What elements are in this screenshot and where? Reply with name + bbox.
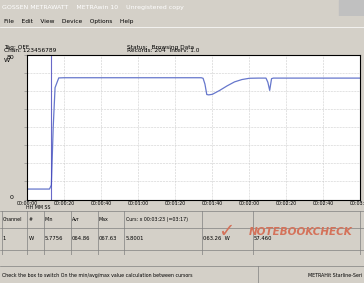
Text: Status:  Browsing Data: Status: Browsing Data (127, 45, 194, 50)
Text: 00:02:00: 00:02:00 (239, 201, 260, 206)
Text: Channel: Channel (3, 217, 23, 222)
Text: METRAHit Starline-Seri: METRAHit Starline-Seri (308, 273, 362, 278)
Text: 00:01:00: 00:01:00 (128, 201, 149, 206)
Text: 064.86: 064.86 (72, 236, 91, 241)
Text: ✓: ✓ (218, 222, 235, 241)
Text: HH MM SS: HH MM SS (25, 205, 50, 210)
Text: W: W (4, 58, 10, 63)
Text: Records: 204  Interv: 1.0: Records: 204 Interv: 1.0 (127, 48, 200, 53)
Text: 5.8001: 5.8001 (126, 236, 144, 241)
Text: #: # (28, 217, 32, 222)
Text: 00:00:20: 00:00:20 (54, 201, 75, 206)
Bar (339, 0, 364, 16)
Text: 1: 1 (3, 236, 6, 241)
Text: 00:01:20: 00:01:20 (165, 201, 186, 206)
Text: 067.63: 067.63 (99, 236, 117, 241)
Text: Avr: Avr (72, 217, 80, 222)
Text: 00:00:00: 00:00:00 (17, 201, 38, 206)
Text: 0: 0 (10, 194, 14, 200)
Text: Check the box to switch On the min/avg/max value calculation between cursors: Check the box to switch On the min/avg/m… (2, 273, 192, 278)
Text: 00:01:40: 00:01:40 (202, 201, 223, 206)
Text: 80: 80 (6, 55, 14, 60)
Text: 00:03:00: 00:03:00 (350, 201, 364, 206)
Text: 00:02:40: 00:02:40 (313, 201, 334, 206)
Text: Curs: x 00:03:23 (=03:17): Curs: x 00:03:23 (=03:17) (126, 217, 187, 222)
Text: File    Edit    View    Device    Options    Help: File Edit View Device Options Help (4, 19, 133, 24)
Text: 00:02:20: 00:02:20 (276, 201, 297, 206)
Text: NOTEBOOKCHECK: NOTEBOOKCHECK (249, 227, 352, 237)
Text: Chan: 123456789: Chan: 123456789 (4, 48, 56, 53)
Text: GOSSEN METRAWATT    METRAwin 10    Unregistered copy: GOSSEN METRAWATT METRAwin 10 Unregistere… (2, 5, 184, 10)
Text: W: W (28, 236, 33, 241)
Text: 063.26  W: 063.26 W (203, 236, 230, 241)
Text: 00:00:40: 00:00:40 (91, 201, 112, 206)
Text: Min: Min (45, 217, 53, 222)
Text: Max: Max (99, 217, 108, 222)
Text: 5.7756: 5.7756 (45, 236, 63, 241)
Text: Tag: OFF: Tag: OFF (4, 45, 29, 50)
Text: 57.460: 57.460 (254, 236, 273, 241)
